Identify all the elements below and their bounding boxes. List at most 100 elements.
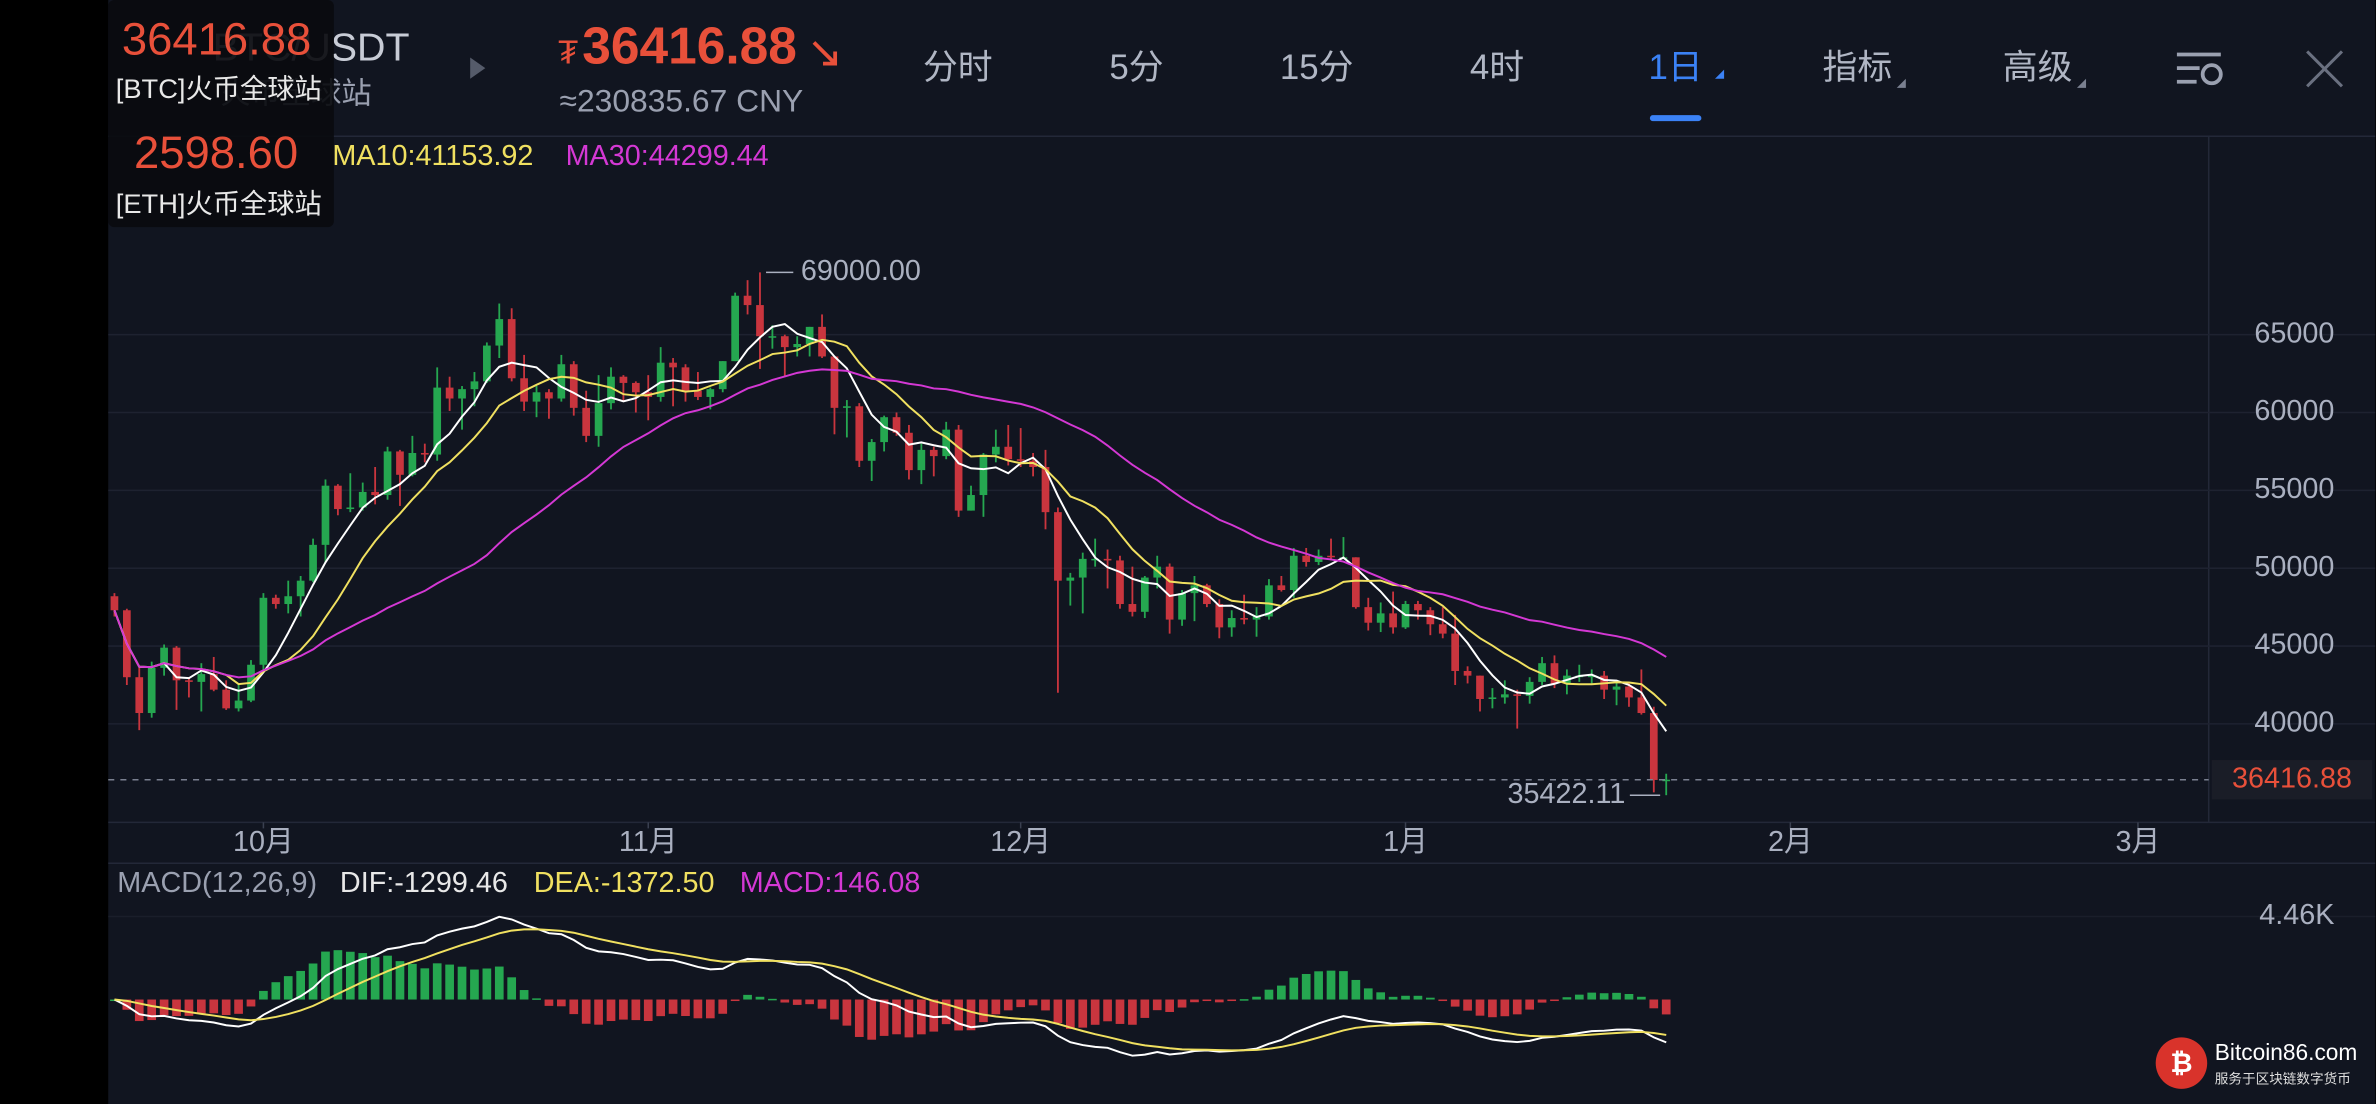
macd-bar — [1165, 999, 1174, 1012]
tab[interactable]: 4时 — [1470, 48, 1524, 87]
macd-bar — [929, 999, 939, 1032]
macd-bar — [1190, 999, 1199, 1003]
macd-bar — [1115, 999, 1125, 1024]
tab[interactable]: 5分 — [1109, 48, 1163, 87]
candle-body — [1525, 681, 1534, 696]
candle-body — [1500, 694, 1509, 698]
overlay-source: [BTC]火币全球站 — [116, 73, 322, 104]
close-icon[interactable] — [2306, 50, 2344, 88]
macd-bar — [1512, 999, 1522, 1015]
tab-caret — [2076, 78, 2087, 88]
macd-bar — [830, 999, 839, 1020]
candle-body — [1066, 577, 1075, 581]
watermark-logo — [2155, 1037, 2208, 1089]
settings-icon[interactable] — [2176, 52, 2223, 86]
macd-bar — [1351, 979, 1361, 1000]
candle-body — [694, 390, 702, 397]
macd-bar — [221, 999, 231, 1016]
candle-body — [321, 485, 330, 545]
candle-body — [408, 452, 417, 475]
ma-line — [113, 338, 1667, 707]
candle-body — [1091, 558, 1100, 561]
candle-body — [656, 362, 665, 397]
macd-bar — [308, 963, 318, 1000]
candle-body — [607, 376, 615, 404]
candle-body — [793, 344, 802, 348]
tab[interactable]: 分时 — [923, 48, 993, 87]
macd-bar — [134, 999, 144, 1022]
header-price: 36416.88 — [582, 17, 797, 75]
macd-bar — [1065, 999, 1075, 1029]
candle-body — [1116, 560, 1124, 605]
macd-bar — [718, 999, 728, 1014]
overlay-price: 36416.88 — [122, 13, 311, 64]
ticker-overlay[interactable] — [108, 0, 334, 228]
candle-body — [420, 452, 429, 455]
candle-body — [867, 442, 876, 461]
y-tick-label: 50000 — [2254, 551, 2334, 583]
macd-bar — [333, 950, 343, 1000]
ma-line — [113, 368, 1667, 679]
macd-bar — [991, 999, 1001, 1015]
candle-body — [383, 451, 392, 496]
candle-body — [768, 336, 777, 338]
macd-bar — [147, 999, 157, 1021]
macd-bar — [445, 964, 454, 1000]
x-tick-label: 12月 — [990, 826, 1051, 858]
candle-body — [209, 674, 218, 690]
macd-bar — [817, 999, 827, 1009]
candle-body — [1004, 446, 1013, 460]
candle-body — [929, 449, 938, 457]
macd-bar — [420, 968, 430, 1000]
tab[interactable]: 15分 — [1280, 48, 1354, 87]
candle-body — [1426, 610, 1435, 625]
candle-body — [1451, 633, 1460, 671]
down-arrow — [812, 41, 838, 66]
candle-body — [1364, 607, 1373, 623]
candle-body — [1265, 585, 1273, 617]
candle-body — [234, 700, 243, 709]
candle-body — [1488, 697, 1497, 700]
macd-bar — [1425, 997, 1435, 1000]
macd-bar — [743, 994, 752, 1000]
x-tick-label: 11月 — [619, 826, 678, 858]
watermark-subtitle: 服务于区块链数字货币 — [2215, 1070, 2351, 1086]
tab[interactable]: 高级 — [2003, 48, 2073, 87]
macd-bar — [370, 957, 380, 1000]
candle-body — [1103, 558, 1112, 561]
ma30-label: MA30:44299.44 — [566, 140, 769, 172]
candle-body — [433, 387, 442, 455]
tab[interactable]: 1日 — [1649, 48, 1703, 87]
macd-bar — [594, 999, 603, 1025]
macd-bar — [569, 999, 579, 1015]
macd-bar — [917, 999, 926, 1035]
candle-body — [1612, 686, 1621, 690]
play-icon[interactable] — [470, 57, 486, 79]
candle-body — [358, 491, 367, 508]
candle-body — [1513, 694, 1522, 696]
candle-body — [706, 389, 715, 397]
macd-bar — [1090, 999, 1100, 1025]
macd-title: MACD(12,26,9) — [117, 867, 317, 899]
candle-body — [1140, 577, 1149, 612]
macd-bar — [1537, 999, 1547, 1003]
candle-body — [507, 319, 516, 379]
macd-bar — [1326, 970, 1336, 1000]
macd-bar — [1661, 999, 1671, 1015]
candle-body — [1662, 779, 1671, 782]
macd-bar — [581, 999, 591, 1024]
macd-bar — [693, 999, 703, 1019]
tab[interactable]: 指标 — [1823, 48, 1893, 87]
macd-bar — [1301, 973, 1311, 1000]
candle-body — [1649, 713, 1658, 780]
candle-body — [855, 406, 864, 461]
candle-body — [259, 597, 268, 665]
macd-bar — [470, 969, 479, 1000]
macd-bar — [1214, 999, 1224, 1003]
candle-body — [942, 429, 951, 457]
candle-body — [1215, 604, 1224, 628]
macd-bar — [259, 990, 268, 1000]
candle-body — [631, 382, 640, 393]
macd-bar — [842, 999, 852, 1026]
